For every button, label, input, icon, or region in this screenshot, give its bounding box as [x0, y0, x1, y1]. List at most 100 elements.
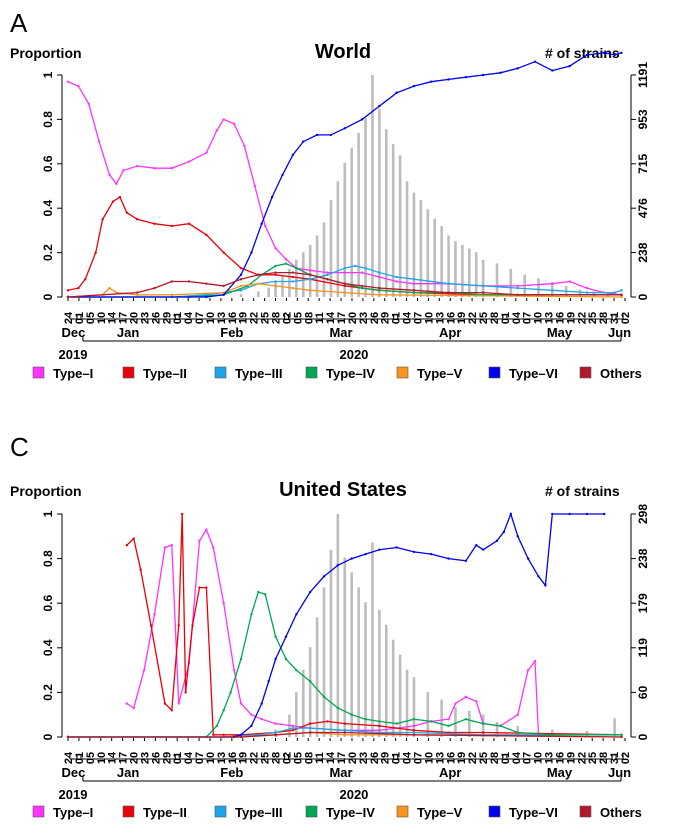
x-tick-label: 26 [369, 312, 381, 324]
x-tick-label: 16 [554, 312, 566, 324]
series-point [378, 271, 381, 274]
month-label: Mar [329, 325, 352, 340]
strain-count-bar [391, 639, 395, 737]
strain-count-bar [267, 287, 270, 297]
series-line [68, 52, 622, 298]
x-tick-label: 07 [194, 752, 206, 764]
series-point [544, 584, 547, 587]
strain-count-bar [295, 692, 298, 737]
x-tick-label: 16 [554, 752, 566, 764]
series-point [149, 624, 153, 627]
series-point [232, 668, 236, 672]
legend-label: Type–V [417, 805, 463, 820]
y2-tick-label: 1191 [636, 62, 650, 88]
y-tick-label: 0.6 [41, 595, 55, 612]
legend-label: Type–V [417, 366, 463, 381]
x-tick-label: 23 [358, 312, 370, 324]
x-tick-label: 19 [456, 312, 468, 324]
series-point [170, 280, 173, 283]
series-point [187, 280, 191, 283]
x-tick-label: 29 [161, 752, 173, 764]
series-point [132, 706, 135, 710]
series-point [378, 293, 381, 296]
strain-count-bar [468, 710, 471, 737]
x-tick-label: 29 [380, 752, 392, 764]
strain-count-bar [419, 200, 423, 297]
series-point [295, 266, 298, 270]
y-tick-label: 0.4 [41, 200, 55, 217]
series-point [257, 590, 260, 594]
series-point [108, 173, 111, 177]
series-point [66, 295, 70, 299]
x-tick-label: 19 [456, 752, 468, 764]
x-tick-label: 26 [150, 312, 162, 324]
series-point [364, 552, 367, 556]
series-point [222, 284, 225, 288]
series-point [284, 635, 288, 638]
y-tick-label: 0 [41, 733, 55, 740]
strain-count-bar [315, 617, 319, 737]
series-point [239, 702, 243, 705]
series-point [378, 724, 381, 728]
series-point [118, 195, 122, 199]
series-point [395, 275, 398, 279]
series-point [135, 218, 139, 221]
series-point [308, 273, 312, 276]
strain-count-bar [398, 155, 402, 297]
series-point [274, 731, 277, 734]
series-point [308, 269, 312, 272]
series-point [454, 702, 457, 705]
series-point [191, 624, 194, 627]
series-point [585, 286, 589, 290]
series-point [308, 590, 312, 594]
y2-tick-label: 298 [636, 504, 650, 524]
y-tick-label: 0.8 [41, 111, 55, 128]
series-point [447, 282, 450, 285]
x-tick-label: 28 [489, 752, 501, 764]
y-tick-label: 0 [41, 293, 55, 300]
series-point [533, 659, 537, 663]
strain-count-bar [405, 181, 409, 297]
series-point [551, 69, 554, 72]
month-label: Jan [117, 765, 139, 780]
series-point [177, 702, 180, 705]
x-tick-label: 14 [325, 751, 337, 764]
series-point [516, 535, 519, 538]
year-label: 2019 [59, 347, 88, 362]
y-tick-label: 1 [41, 510, 55, 517]
series-point [308, 680, 312, 683]
series-point [184, 691, 187, 694]
x-tick-label: 24 [63, 311, 75, 324]
x-tick-label: 10 [533, 752, 545, 764]
series-point [360, 286, 364, 290]
x-tick-label: 16 [227, 312, 239, 324]
series-point [378, 286, 381, 290]
series-point [274, 264, 277, 268]
series-point [447, 717, 450, 721]
series-point [170, 224, 173, 228]
series-point [395, 722, 398, 725]
legend-label: Type–II [143, 805, 187, 820]
x-tick-label: 04 [183, 311, 195, 324]
series-point [537, 575, 540, 578]
strain-count-bar [256, 291, 260, 297]
series-point [274, 722, 277, 725]
series-point [291, 286, 295, 290]
x-tick-label: 25 [478, 752, 490, 764]
strain-count-bar [454, 241, 457, 297]
legend-label: Type–I [53, 366, 93, 381]
series-point [153, 167, 156, 170]
strain-count-bar [447, 235, 450, 297]
series-point [250, 724, 253, 728]
x-tick-label: 02 [620, 752, 632, 764]
month-label: May [547, 325, 573, 340]
x-tick-label: 04 [511, 751, 523, 764]
series-point [139, 568, 142, 571]
series-point [516, 713, 519, 716]
series-point [239, 273, 243, 276]
series-point [284, 262, 288, 265]
series-point [343, 127, 346, 130]
x-tick-label: 04 [511, 311, 523, 324]
x-tick-label: 11 [314, 752, 326, 764]
series-point [475, 544, 478, 547]
